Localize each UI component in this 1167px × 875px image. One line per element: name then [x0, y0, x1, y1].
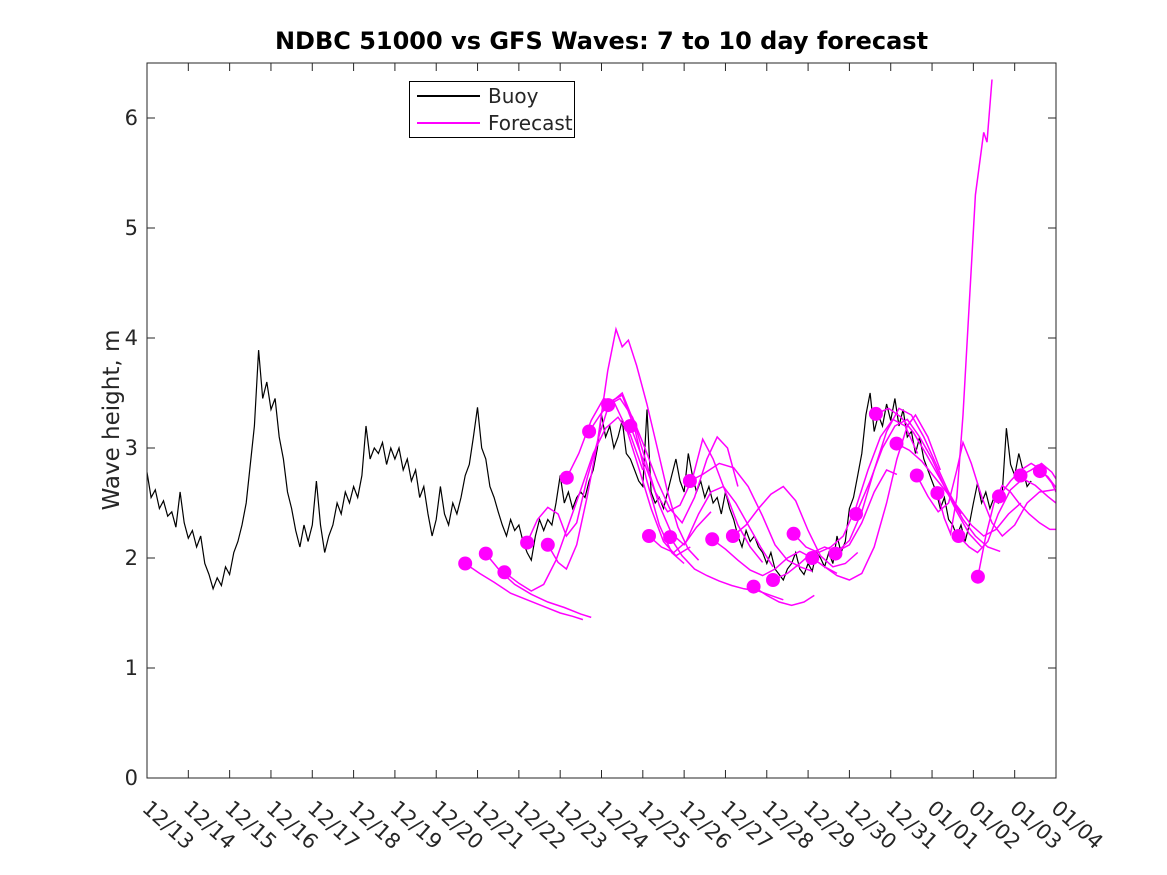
forecast-start-marker: [725, 529, 740, 543]
legend-label-forecast: Forecast: [488, 110, 573, 135]
forecast-run-line: [1020, 462, 1056, 480]
forecast-start-marker: [663, 530, 678, 545]
forecast-start-marker: [601, 398, 616, 413]
forecast-run-line: [936, 79, 993, 537]
y-tick-label: 2: [125, 546, 138, 570]
forecast-run-line: [732, 485, 859, 568]
forecast-run-line: [834, 407, 962, 555]
plot-area: [147, 79, 1056, 621]
forecast-start-marker: [559, 470, 574, 485]
forecast-start-marker: [992, 489, 1006, 504]
forecast-start-marker: [909, 468, 924, 483]
forecast-run-line: [875, 407, 1001, 553]
forecast-run-line: [916, 439, 1055, 538]
forecast-run-line: [689, 462, 813, 572]
forecast-start-marker: [497, 565, 512, 580]
forecast-start-marker: [540, 537, 555, 552]
forecast-run-line: [957, 477, 1056, 554]
forecast-run-line: [464, 562, 584, 621]
forecast-line-swatch: [417, 121, 480, 124]
forecast-start-marker: [889, 436, 904, 451]
forecast-run-line: [648, 485, 774, 568]
forecast-run-line: [896, 442, 1022, 537]
forecast-start-marker: [805, 551, 820, 565]
forecast-start-marker: [478, 546, 493, 561]
forecast-start-marker: [682, 474, 697, 488]
forecast-run-line: [607, 397, 739, 525]
forecast-start-marker: [930, 486, 945, 501]
forecast-start-marker: [746, 579, 761, 594]
legend: Buoy Forecast: [409, 81, 575, 138]
forecast-run-line: [629, 425, 764, 563]
forecast-run-line: [855, 418, 983, 548]
forecast-run-line: [485, 553, 592, 619]
y-tick-label: 0: [125, 766, 138, 790]
buoy-series-line: [147, 350, 1032, 591]
forecast-start-marker: [520, 535, 535, 550]
y-tick-label: 5: [125, 216, 138, 240]
forecast-start-marker: [849, 507, 863, 521]
forecast-start-marker: [458, 556, 473, 571]
forecast-run-line: [753, 585, 815, 607]
forecast-start-marker: [828, 546, 843, 561]
legend-item-buoy: Buoy: [417, 84, 574, 108]
forecast-run-line: [547, 326, 700, 571]
y-axis-label: Wave height, m: [99, 329, 125, 511]
forecast-run-line: [811, 413, 942, 581]
forecast-start-marker: [582, 424, 597, 439]
chart-title: NDBC 51000 vs GFS Waves: 7 to 10 day for…: [274, 27, 929, 55]
y-tick-label: 6: [125, 106, 138, 130]
axes-box: [146, 62, 1057, 779]
legend-item-forecast: Forecast: [417, 111, 574, 135]
y-tick-label: 3: [125, 436, 138, 460]
forecast-start-marker: [623, 419, 638, 433]
forecast-start-marker: [642, 529, 656, 543]
forecast-start-marker: [786, 526, 801, 541]
forecast-run-line: [526, 394, 685, 565]
forecast-start-marker: [766, 573, 780, 587]
forecast-start-marker: [970, 569, 985, 584]
forecast-start-marker: [868, 406, 883, 421]
forecast-start-marker: [705, 532, 720, 547]
forecast-run-line: [503, 416, 644, 592]
y-tick-label: 4: [125, 326, 138, 350]
forecast-start-marker: [1032, 464, 1047, 479]
forecast-start-marker: [951, 529, 966, 543]
y-tick-label: 1: [125, 656, 138, 680]
legend-label-buoy: Buoy: [488, 84, 539, 109]
forecast-start-marker: [1013, 468, 1028, 483]
buoy-line-swatch: [417, 95, 480, 98]
forecast-run-line: [977, 484, 1056, 577]
